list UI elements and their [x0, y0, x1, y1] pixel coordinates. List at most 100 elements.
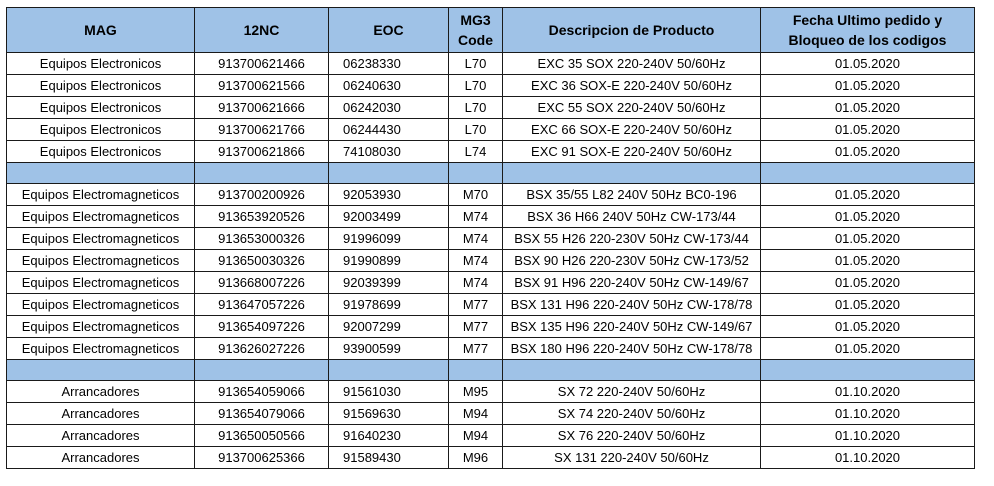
cell-eoc: 06242030	[328, 96, 449, 119]
cell-12nc: 913653000326	[194, 227, 329, 250]
table-row: Equipos Electromagneticos 913647057226 919…	[6, 293, 975, 316]
cell-descripcion: SX 76 220-240V 50/60Hz	[502, 424, 761, 447]
cell-descripcion: BSX 180 H96 220-240V 50Hz CW-178/78	[502, 337, 761, 360]
cell-fecha: 01.05.2020	[760, 52, 975, 75]
table-row: Equipos Electromagneticos 913654097226 920…	[6, 315, 975, 338]
table-row: Arrancadores 913654079066 91569630 M94 SX 74…	[6, 402, 975, 425]
cell-fecha: 01.05.2020	[760, 337, 975, 360]
separator-cell	[328, 162, 449, 184]
cell-fecha: 01.10.2020	[760, 380, 975, 403]
cell-fecha: 01.05.2020	[760, 249, 975, 272]
product-table-container: MAG 12NC EOC MG3 Code Descripcion de Prod…	[6, 7, 975, 469]
cell-descripcion: SX 131 220-240V 50/60Hz	[502, 446, 761, 469]
cell-descripcion: SX 74 220-240V 50/60Hz	[502, 402, 761, 425]
cell-eoc: 91589430	[328, 446, 449, 469]
cell-mg3-code: M74	[448, 249, 503, 272]
cell-eoc: 91569630	[328, 402, 449, 425]
cell-mg3-code: L70	[448, 118, 503, 141]
cell-descripcion: BSX 91 H96 220-240V 50Hz CW-149/67	[502, 271, 761, 294]
header-descripcion: Descripcion de Producto	[502, 7, 761, 53]
cell-descripcion: EXC 91 SOX-E 220-240V 50/60Hz	[502, 140, 761, 163]
cell-mag: Equipos Electromagneticos	[6, 271, 195, 294]
separator-cell	[448, 359, 503, 381]
cell-descripcion: EXC 36 SOX-E 220-240V 50/60Hz	[502, 74, 761, 97]
cell-fecha: 01.05.2020	[760, 227, 975, 250]
header-eoc: EOC	[328, 7, 449, 53]
cell-mag: Arrancadores	[6, 380, 195, 403]
cell-12nc: 913650030326	[194, 249, 329, 272]
separator-cell	[760, 359, 975, 381]
cell-eoc: 74108030	[328, 140, 449, 163]
cell-descripcion: BSX 90 H26 220-230V 50Hz CW-173/52	[502, 249, 761, 272]
cell-fecha: 01.05.2020	[760, 293, 975, 316]
cell-mag: Equipos Electronicos	[6, 74, 195, 97]
cell-12nc: 913700621566	[194, 74, 329, 97]
cell-mag: Equipos Electronicos	[6, 96, 195, 119]
header-fecha: Fecha Ultimo pedido y Bloqueo de los codi…	[760, 7, 975, 53]
product-discontinuation-table: MAG 12NC EOC MG3 Code Descripcion de Prod…	[6, 7, 975, 469]
cell-mag: Equipos Electromagneticos	[6, 205, 195, 228]
cell-mg3-code: L74	[448, 140, 503, 163]
cell-mag: Arrancadores	[6, 446, 195, 469]
cell-mg3-code: M96	[448, 446, 503, 469]
cell-12nc: 913700621466	[194, 52, 329, 75]
cell-mg3-code: L70	[448, 52, 503, 75]
cell-mg3-code: M70	[448, 183, 503, 206]
header-mg3-code: MG3 Code	[448, 7, 503, 53]
cell-12nc: 913654079066	[194, 402, 329, 425]
cell-fecha: 01.10.2020	[760, 424, 975, 447]
cell-fecha: 01.05.2020	[760, 96, 975, 119]
cell-mag: Equipos Electronicos	[6, 118, 195, 141]
table-body: Equipos Electronicos 913700621466 06238330…	[6, 52, 975, 469]
table-row: Arrancadores 913654059066 91561030 M95 SX 72…	[6, 380, 975, 403]
cell-eoc: 92053930	[328, 183, 449, 206]
separator-cell	[194, 162, 329, 184]
cell-12nc: 913700625366	[194, 446, 329, 469]
cell-12nc: 913700621666	[194, 96, 329, 119]
cell-descripcion: BSX 131 H96 220-240V 50Hz CW-178/78	[502, 293, 761, 316]
cell-eoc: 92007299	[328, 315, 449, 338]
cell-mag: Equipos Electromagneticos	[6, 183, 195, 206]
cell-descripcion: EXC 35 SOX 220-240V 50/60Hz	[502, 52, 761, 75]
cell-mag: Equipos Electromagneticos	[6, 337, 195, 360]
cell-mag: Equipos Electronicos	[6, 140, 195, 163]
cell-fecha: 01.05.2020	[760, 271, 975, 294]
cell-12nc: 913653920526	[194, 205, 329, 228]
cell-eoc: 91640230	[328, 424, 449, 447]
cell-descripcion: BSX 36 H66 240V 50Hz CW-173/44	[502, 205, 761, 228]
table-row: Equipos Electromagneticos 913650030326 919…	[6, 249, 975, 272]
cell-mag: Equipos Electromagneticos	[6, 227, 195, 250]
cell-descripcion: SX 72 220-240V 50/60Hz	[502, 380, 761, 403]
cell-mg3-code: M74	[448, 205, 503, 228]
cell-fecha: 01.10.2020	[760, 402, 975, 425]
cell-eoc: 92039399	[328, 271, 449, 294]
table-row: Equipos Electromagneticos 913653000326 919…	[6, 227, 975, 250]
table-row: Equipos Electronicos 913700621766 06244430…	[6, 118, 975, 141]
cell-eoc: 91978699	[328, 293, 449, 316]
header-row: MAG 12NC EOC MG3 Code Descripcion de Prod…	[6, 7, 975, 53]
group-separator-row	[6, 359, 975, 381]
separator-cell	[6, 162, 195, 184]
cell-fecha: 01.05.2020	[760, 315, 975, 338]
cell-fecha: 01.10.2020	[760, 446, 975, 469]
cell-mag: Equipos Electromagneticos	[6, 293, 195, 316]
table-row: Equipos Electromagneticos 913700200926 920…	[6, 183, 975, 206]
header-12nc: 12NC	[194, 7, 329, 53]
cell-12nc: 913650050566	[194, 424, 329, 447]
cell-eoc: 91996099	[328, 227, 449, 250]
cell-mg3-code: M95	[448, 380, 503, 403]
cell-12nc: 913700200926	[194, 183, 329, 206]
table-row: Equipos Electronicos 913700621666 06242030…	[6, 96, 975, 119]
cell-fecha: 01.05.2020	[760, 183, 975, 206]
cell-mag: Arrancadores	[6, 424, 195, 447]
cell-mg3-code: M94	[448, 424, 503, 447]
table-row: Equipos Electromagneticos 913668007226 920…	[6, 271, 975, 294]
cell-descripcion: EXC 66 SOX-E 220-240V 50/60Hz	[502, 118, 761, 141]
cell-descripcion: BSX 135 H96 220-240V 50Hz CW-149/67	[502, 315, 761, 338]
separator-cell	[502, 162, 761, 184]
cell-12nc: 913626027226	[194, 337, 329, 360]
cell-mag: Equipos Electromagneticos	[6, 249, 195, 272]
cell-mg3-code: M74	[448, 227, 503, 250]
header-mag: MAG	[6, 7, 195, 53]
cell-mg3-code: L70	[448, 96, 503, 119]
